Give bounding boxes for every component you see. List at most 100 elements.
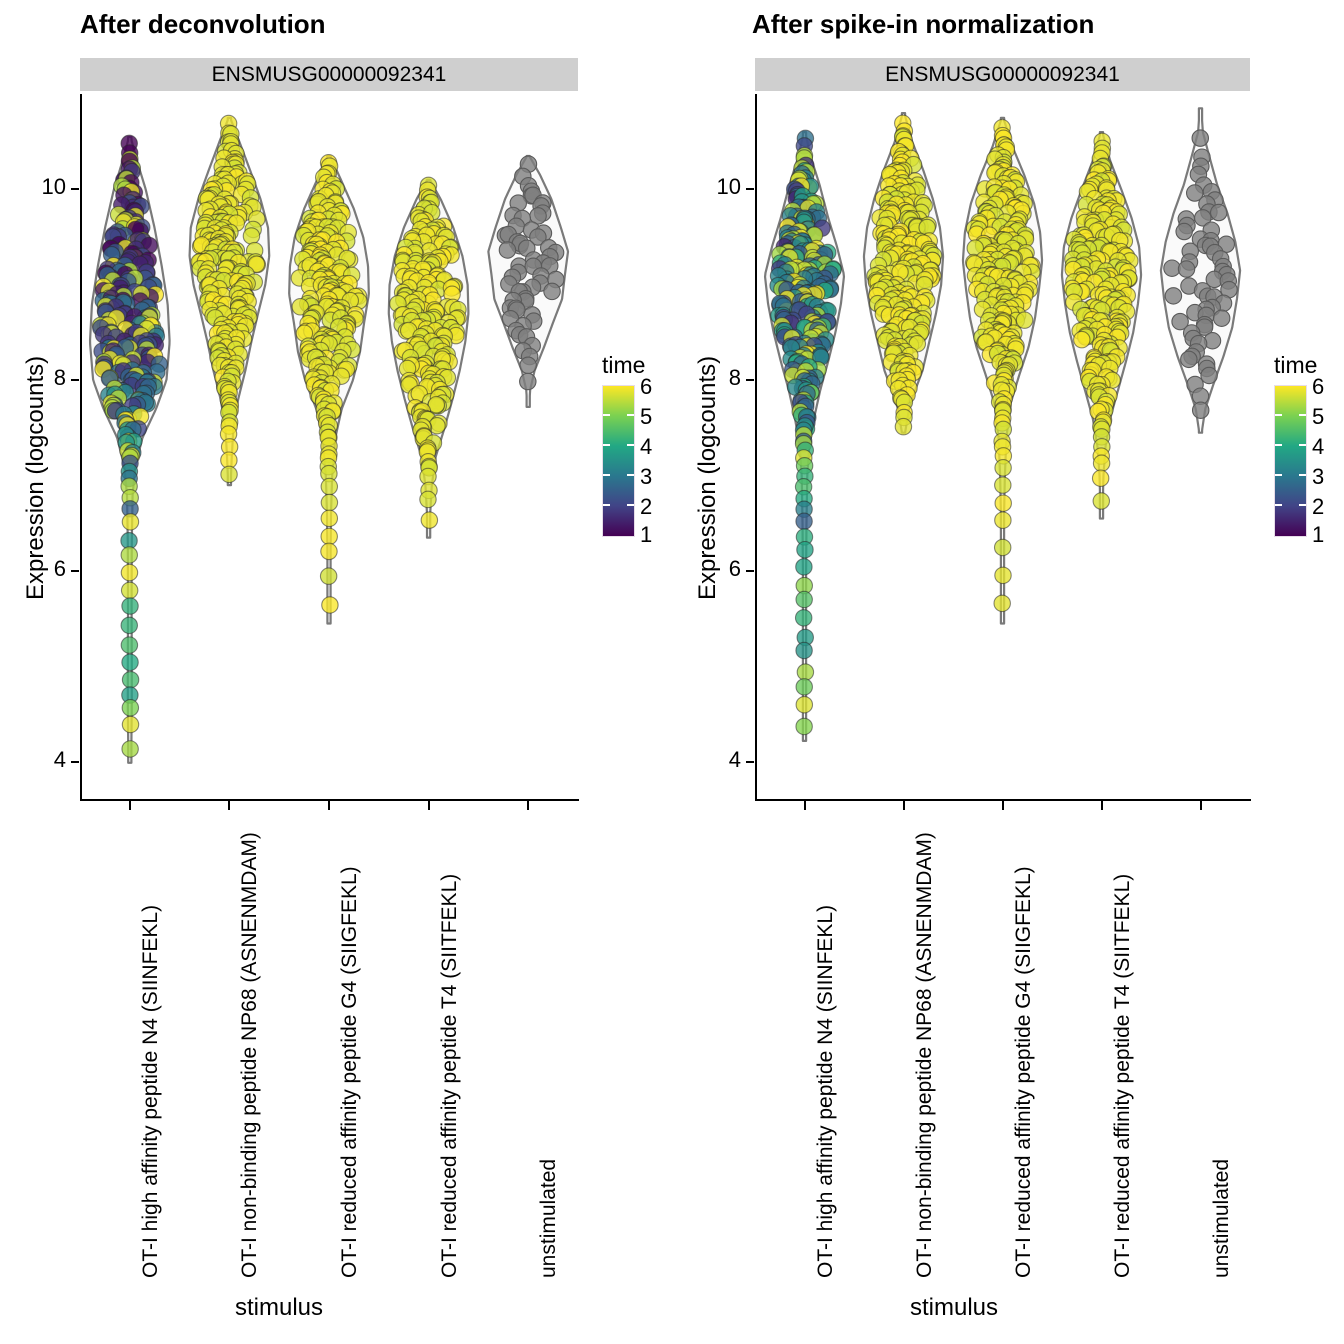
x-axis-line (755, 799, 1251, 801)
data-point (321, 596, 339, 614)
data-point (121, 597, 139, 615)
data-point (1180, 350, 1198, 369)
data-point (994, 494, 1012, 512)
y-tick-mark-10 (71, 188, 79, 191)
data-point (120, 581, 139, 600)
data-point (1191, 401, 1210, 419)
x-tick-mark-4 (1199, 801, 1202, 810)
data-point (320, 509, 339, 528)
plot-area (80, 94, 578, 800)
legend-tick-1: 1 (1312, 522, 1325, 547)
x-tick-mark-2 (1001, 801, 1004, 810)
data-point (1091, 469, 1110, 487)
data-point (319, 567, 338, 585)
data-point (795, 717, 813, 736)
x-axis-label: stimulus (910, 1294, 999, 1321)
data-point (498, 241, 517, 259)
data-point (320, 527, 338, 546)
legend-tick-6: 6 (640, 374, 653, 399)
legend-tick-3: 3 (640, 464, 653, 489)
data-point (420, 511, 439, 529)
y-tick-mark-8 (746, 379, 754, 382)
data-point (1015, 311, 1034, 329)
data-point (994, 476, 1012, 494)
x-tick-label-2: OT-I reduced affinity peptide G4 (SIIGFE… (338, 866, 361, 1278)
data-point (795, 558, 813, 576)
data-point (796, 663, 815, 681)
data-point (121, 740, 139, 758)
legend-tick-4: 4 (1312, 434, 1325, 459)
data-point (121, 715, 140, 734)
data-point (519, 372, 537, 391)
legend-tick-2: 2 (640, 494, 653, 519)
data-point (1163, 259, 1181, 277)
y-tick-mark-6 (71, 570, 79, 573)
x-tick-label-1: OT-I non-binding peptide NP68 (ASNENMDAM… (238, 832, 262, 1278)
y-tick-label-4: 4 (728, 746, 741, 772)
data-point (794, 609, 813, 627)
data-point (1185, 184, 1204, 202)
y-tick-label-4: 4 (53, 746, 66, 772)
legend-title: time (1274, 352, 1318, 378)
data-point (121, 699, 140, 717)
x-tick-label-1: OT-I non-binding peptide NP68 (ASNENMDAM… (912, 832, 936, 1278)
x-tick-label-2: OT-I reduced affinity peptide G4 (SIIGFE… (1011, 866, 1035, 1278)
data-point (419, 490, 437, 509)
data-point (320, 542, 338, 561)
x-tick-mark-0 (128, 801, 131, 810)
data-point (1175, 222, 1193, 241)
x-tick-label-4: unstimulated (537, 1158, 561, 1278)
data-point (529, 228, 547, 246)
y-tick-label-6: 6 (728, 556, 741, 582)
x-tick-label-0: OT-I high affinity peptide N4 (SIINFEKL) (138, 904, 162, 1278)
y-tick-mark-6 (746, 570, 754, 573)
violin-plot-canvas (763, 107, 1242, 742)
data-point (220, 465, 238, 484)
data-point (994, 566, 1012, 585)
x-axis-label: stimulus (235, 1294, 324, 1321)
x-tick-label-3: OT-I reduced affinity peptide T4 (SIITFE… (1110, 873, 1134, 1278)
y-tick-mark-8 (71, 379, 79, 382)
x-tick-mark-3 (427, 801, 430, 810)
data-point (120, 563, 139, 582)
x-tick-mark-1 (902, 801, 905, 810)
legend-tick-3: 3 (1312, 464, 1325, 489)
data-point (120, 546, 139, 564)
data-point (120, 636, 139, 654)
data-point (994, 459, 1012, 477)
legend-tick-6: 6 (1312, 374, 1325, 399)
y-tick-label-8: 8 (728, 365, 741, 391)
y-axis-line (755, 94, 757, 801)
data-point (1092, 492, 1111, 510)
y-tick-label-6: 6 (53, 556, 66, 582)
data-point (121, 653, 139, 672)
violin-shape (1159, 107, 1242, 434)
legend-tick-1: 1 (640, 522, 653, 547)
x-tick-label-3: OT-I reduced affinity peptide T4 (SIITFE… (437, 873, 461, 1278)
panel-title: After spike-in normalization (752, 9, 1095, 39)
legend-tick-4: 4 (640, 434, 653, 459)
legend-tick-5: 5 (1312, 404, 1325, 429)
y-tick-mark-10 (746, 188, 754, 191)
data-point (994, 511, 1012, 529)
data-point (320, 477, 339, 496)
data-point (121, 513, 140, 531)
x-tick-mark-2 (328, 801, 330, 810)
violin-plot-canvas (88, 114, 570, 764)
data-point (1210, 203, 1228, 222)
data-point (320, 493, 339, 512)
y-tick-label-10: 10 (716, 174, 741, 200)
data-point (242, 227, 261, 245)
legend-tick-5: 5 (640, 404, 653, 429)
data-point (993, 594, 1011, 613)
data-point (795, 512, 813, 531)
x-tick-mark-1 (228, 801, 231, 810)
x-tick-mark-0 (803, 801, 806, 810)
data-point (1177, 260, 1196, 278)
x-tick-mark-4 (527, 801, 530, 810)
data-point (795, 641, 813, 660)
data-point (543, 282, 561, 301)
panel-title: After deconvolution (80, 9, 326, 39)
panel-after-deconvolution: After deconvolution ENSMUSG00000092341 E… (22, 9, 653, 1321)
legend-tick-2: 2 (1312, 494, 1325, 519)
